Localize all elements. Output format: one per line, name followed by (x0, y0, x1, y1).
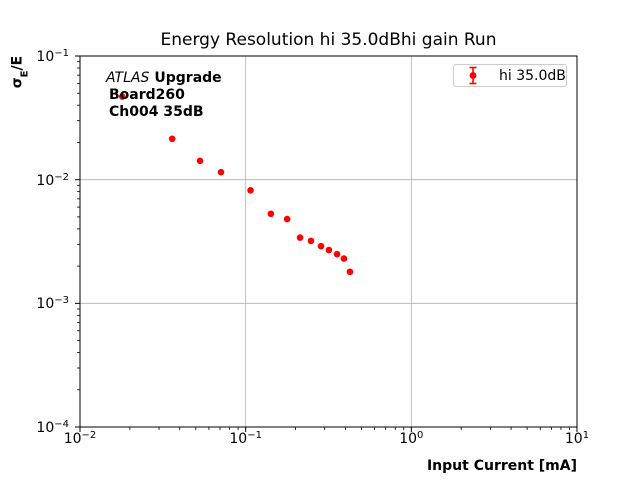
y-tick-label: 10−2 (36, 171, 69, 189)
y-tick-label: 10−3 (36, 295, 69, 313)
data-point (168, 135, 176, 143)
chart-title: Energy Resolution hi 35.0dBhi gain Run (160, 30, 497, 50)
plot-annotation: ATLAS Upgrade Board260 Ch004 35dB (106, 70, 222, 120)
x-axis-label: Input Current [mA] (426, 458, 577, 474)
errorbar-marker-icon (469, 66, 477, 85)
annotation-line-3: Ch004 35dB (109, 103, 204, 120)
y-axis-label-sigma: σ (9, 77, 26, 89)
x-tick-label: 10−2 (63, 430, 97, 447)
axes-spines (79, 55, 578, 428)
annotation-line-1: ATLAS Upgrade (106, 70, 222, 87)
data-point (247, 187, 254, 194)
data-point (196, 157, 204, 165)
legend: hi 35.0dB (453, 64, 567, 87)
data-point (307, 237, 315, 245)
x-tick-label: 100 (399, 430, 424, 447)
annotation-upgrade: Upgrade (154, 70, 222, 86)
y-tick-label: 10−4 (36, 419, 69, 436)
annotation-line-2: Board260 (109, 86, 185, 103)
data-point (267, 210, 275, 218)
data-point (346, 268, 354, 276)
y-tick-label: 10−1 (36, 48, 69, 65)
data-point (296, 234, 304, 241)
x-tick-label: 10−1 (229, 430, 262, 447)
annotation-experiment: ATLAS (106, 70, 150, 86)
y-axis-label-subscript: E (19, 70, 31, 78)
x-tick-label: 101 (564, 430, 590, 447)
data-point (340, 255, 348, 262)
data-point (118, 93, 126, 100)
legend-label: hi 35.0dB (499, 67, 566, 84)
data-point (283, 215, 291, 223)
data-point (333, 250, 341, 258)
y-axis-label-rest: /E (9, 55, 26, 71)
data-point (217, 168, 225, 176)
data-point (317, 242, 325, 250)
data-point (325, 246, 333, 254)
